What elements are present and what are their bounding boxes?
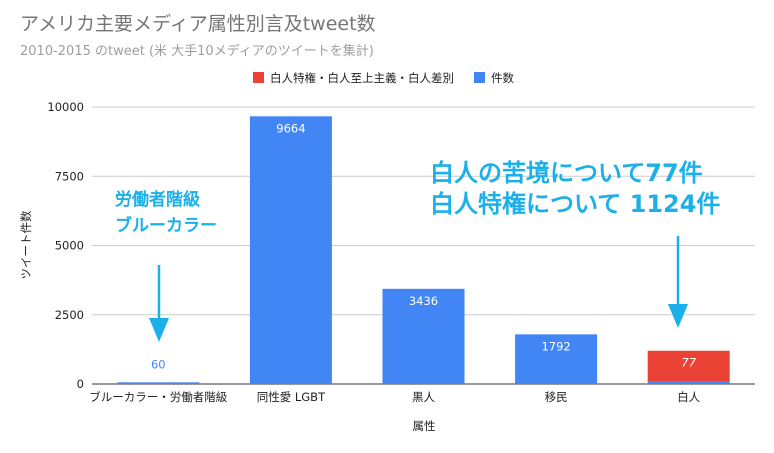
bar-value-label: 77 bbox=[681, 356, 696, 370]
annotation-left-line1: 労働者階級 bbox=[115, 189, 200, 210]
bar-count-3[interactable] bbox=[515, 334, 598, 384]
bar-value-label: 3436 bbox=[409, 294, 438, 308]
annotation-right-line1: 白人の苦境について77件 bbox=[430, 159, 703, 187]
y-axis-title: ツイート件数 bbox=[19, 210, 33, 279]
legend-label: 件数 bbox=[491, 71, 514, 85]
x-tick-label: 同性愛 LGBT bbox=[257, 390, 326, 404]
legend-item[interactable]: 件数 bbox=[474, 71, 514, 85]
annotation-left-line2: ブルーカラー bbox=[115, 215, 217, 236]
bar-labels: 60 9664 3436 1792 77 bbox=[151, 121, 697, 371]
y-tick-label: 2500 bbox=[55, 308, 84, 322]
x-axis-ticks: ブルーカラー・労働者階級 同性愛 LGBT 黒人 移民 白人 bbox=[89, 390, 700, 404]
chart-subtitle: 2010-2015 のtweet (米 大手10メディアのツイートを集計) bbox=[20, 43, 374, 59]
legend[interactable]: 白人特権・白人至上主義・白人差別 件数 bbox=[253, 71, 514, 85]
y-tick-label: 7500 bbox=[55, 169, 84, 183]
annotation-right-line2: 白人特権について 1124件 bbox=[430, 190, 720, 218]
bar-count-0[interactable] bbox=[117, 382, 200, 384]
gridlines bbox=[92, 106, 755, 385]
bars bbox=[117, 116, 730, 385]
legend-item[interactable]: 白人特権・白人至上主義・白人差別 bbox=[253, 71, 454, 85]
x-tick-label: 黒人 bbox=[412, 390, 435, 404]
bar-white-privilege-4[interactable] bbox=[647, 350, 730, 382]
x-tick-label: 移民 bbox=[545, 390, 568, 404]
bar-value-label: 60 bbox=[151, 357, 166, 371]
x-tick-label: ブルーカラー・労働者階級 bbox=[89, 390, 227, 404]
y-tick-label: 5000 bbox=[55, 239, 84, 253]
y-tick-label: 0 bbox=[77, 377, 84, 391]
bar-value-label: 9664 bbox=[276, 121, 305, 135]
x-axis-title: 属性 bbox=[413, 419, 436, 433]
down-arrow-icon-right bbox=[668, 236, 688, 328]
bar-count-1[interactable] bbox=[249, 116, 332, 385]
y-axis-ticks: 0 2500 5000 7500 10000 bbox=[47, 100, 84, 391]
x-tick-label: 白人 bbox=[677, 390, 700, 404]
bar-count-4[interactable] bbox=[647, 381, 730, 384]
down-arrow-icon-left bbox=[149, 265, 169, 342]
legend-swatch bbox=[253, 72, 264, 83]
legend-swatch bbox=[474, 72, 485, 83]
bar-count-2[interactable] bbox=[382, 288, 465, 384]
chart-title: アメリカ主要メディア属性別言及tweet数 bbox=[20, 13, 376, 35]
legend-label: 白人特権・白人至上主義・白人差別 bbox=[270, 71, 454, 85]
y-tick-label: 10000 bbox=[47, 100, 84, 114]
bar-value-label: 1792 bbox=[541, 339, 570, 353]
